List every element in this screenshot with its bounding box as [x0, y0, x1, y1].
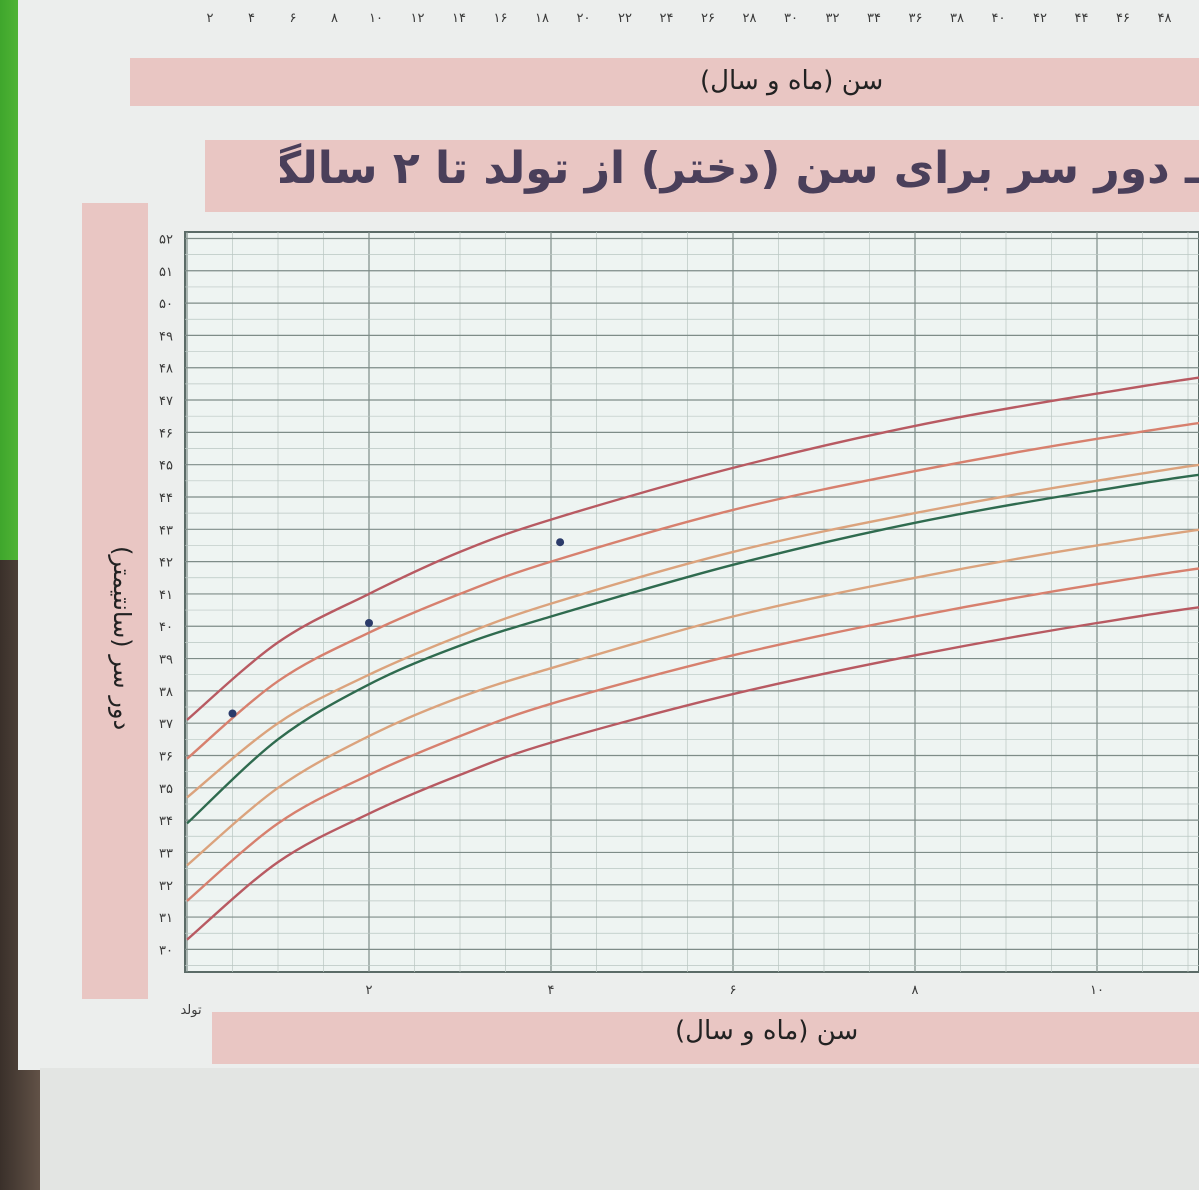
measurement-point	[228, 709, 237, 718]
x-tick-label: ۱۰	[1090, 983, 1104, 998]
curve-z2	[186, 567, 1199, 902]
top-ruler-tick-label: ۴	[248, 11, 255, 26]
top-ruler-tick-label: ۲۰	[577, 11, 591, 26]
top-ruler-tick-label: ۲۶	[701, 11, 715, 26]
top-ruler-tick-label: ۴۴	[1075, 11, 1089, 26]
bottom-axis-title-band	[212, 1012, 1199, 1064]
y-tick-label: ۵۲	[159, 232, 173, 247]
top-ruler-tick-label: ۱۶	[494, 11, 508, 26]
y-tick-label: ۳۰	[159, 943, 173, 958]
y-tick-label: ۴۵	[159, 459, 173, 474]
measurement-point	[556, 538, 565, 547]
top-ruler-tick-label: ۲۲	[618, 11, 632, 26]
chart-title: ـ دور سر برای سن (دختر) از تولد تا ۲ سال…	[280, 143, 1199, 194]
y-tick-label: ۳۶	[159, 749, 173, 764]
y-tick-label: ۴۷	[159, 394, 173, 409]
y-tick-label: ۴۳	[159, 523, 173, 538]
y-tick-label: ۳۵	[159, 782, 173, 797]
curve-z1	[186, 463, 1199, 799]
y-tick-label: ۴۲	[159, 556, 173, 571]
top-ruler-tick-label: ۶	[290, 11, 297, 26]
x-tick-label: ۶	[730, 983, 737, 998]
y-tick-label: ۴۰	[159, 620, 173, 635]
y-axis-label-band	[82, 203, 148, 999]
top-ruler-tick-label: ۳۲	[826, 11, 840, 26]
y-tick-label: ۴۱	[159, 588, 173, 603]
top-ruler-tick-label: ۴۶	[1116, 11, 1130, 26]
top-ruler-tick-label: ۴۰	[992, 11, 1006, 26]
top-axis-title-band	[130, 58, 1199, 106]
y-axis-title: دور سر (سانتیمتر)	[108, 545, 136, 730]
y-tick-label: ۴۴	[159, 491, 173, 506]
y-tick-label: ۳۱	[159, 911, 173, 926]
y-tick-label: ۳۴	[159, 814, 173, 829]
top-ruler-tick-label: ۴۲	[1033, 11, 1047, 26]
y-tick-label: ۴۹	[159, 329, 173, 344]
y-tick-label: ۴۶	[159, 426, 173, 441]
x-tick-label: ۸	[912, 983, 919, 998]
curve-z3	[186, 376, 1199, 721]
top-ruler-tick-label: ۸	[331, 11, 338, 26]
chart-paper-bottom	[40, 1068, 1199, 1190]
plot-area	[184, 231, 1199, 973]
top-ruler-tick-label: ۱۴	[452, 11, 466, 26]
top-ruler-tick-label: ۱۰	[369, 11, 383, 26]
curve-z1	[186, 528, 1199, 867]
y-tick-label: ۳۲	[159, 879, 173, 894]
y-tick-label: ۳۸	[159, 685, 173, 700]
x-axis-title: سن (ماه و سال)	[675, 1016, 859, 1046]
top-ruler-tick-label: ۳۶	[909, 11, 923, 26]
top-ruler-tick-label: ۳۰	[784, 11, 798, 26]
top-ruler-tick-label: ۱۸	[535, 11, 549, 26]
top-ruler-tick-label: ۲۸	[743, 11, 757, 26]
top-ruler-tick-label: ۱۲	[411, 11, 425, 26]
curve-z2	[186, 421, 1199, 760]
y-tick-label: ۳۹	[159, 653, 173, 668]
top-ruler-tick-label: ۲۴	[660, 11, 674, 26]
x-tick-label: ۲	[366, 983, 373, 998]
y-tick-label: ۴۸	[159, 362, 173, 377]
y-tick-label: ۵۱	[159, 265, 173, 280]
top-ruler-tick-label: ۲	[207, 11, 214, 26]
curve-median	[186, 473, 1199, 825]
top-ruler-tick-label: ۳۸	[950, 11, 964, 26]
measurement-point	[365, 619, 373, 628]
y-tick-label: ۳۳	[159, 846, 173, 861]
x-tick-label: تولد	[180, 1003, 202, 1018]
curve-z3	[186, 606, 1199, 941]
y-tick-label: ۳۷	[159, 717, 173, 732]
x-tick-label: ۴	[548, 983, 555, 998]
y-tick-label: ۵۰	[159, 297, 173, 312]
top-x-axis-title: سن (ماه و سال)	[700, 66, 884, 96]
title-band	[205, 140, 1199, 212]
top-ruler-tick-label: ۴۸	[1158, 11, 1172, 26]
top-ruler-tick-label: ۳۴	[867, 11, 881, 26]
